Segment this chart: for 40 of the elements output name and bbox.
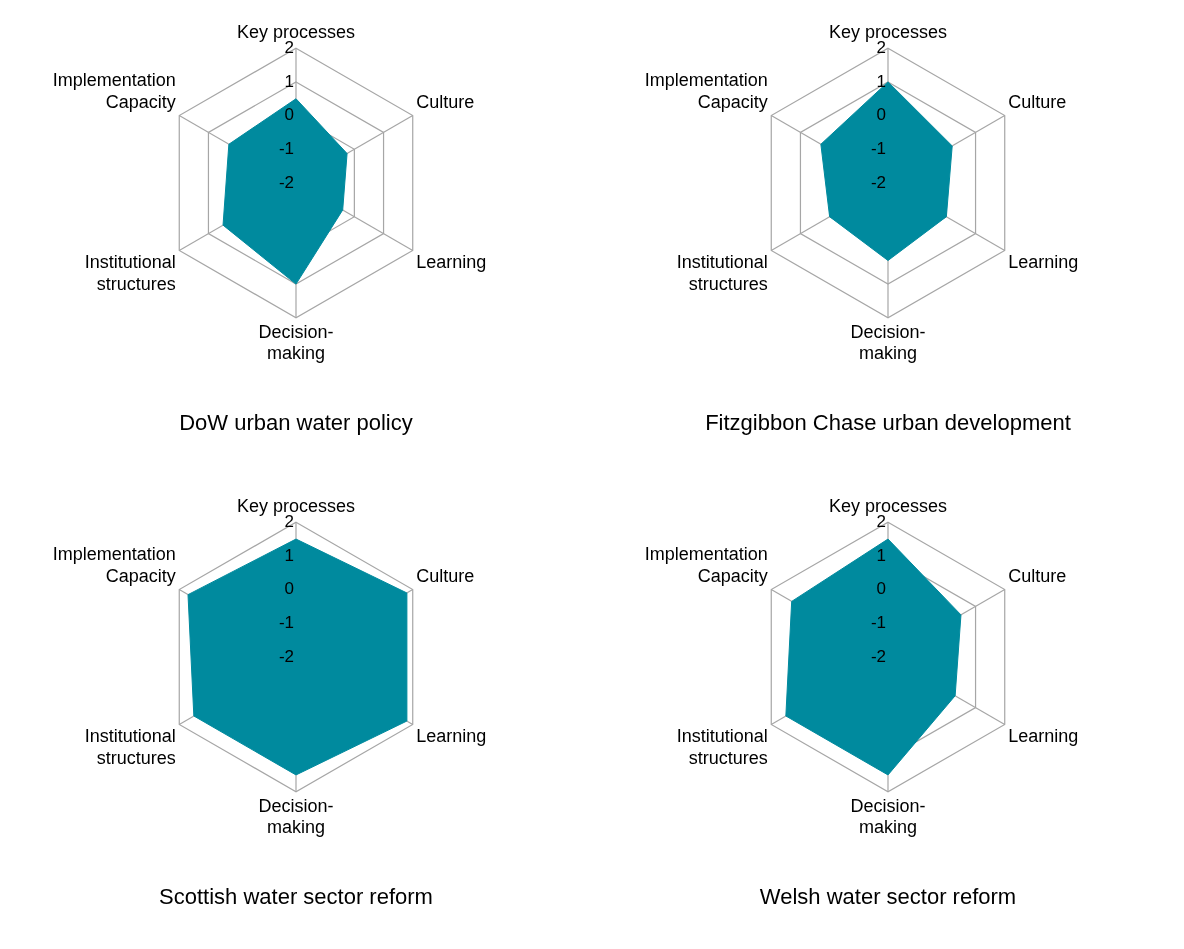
- spoke-label: Institutional structures: [84, 726, 176, 768]
- spoke-label: Culture: [416, 91, 475, 112]
- y-tick-label: -1: [870, 612, 886, 632]
- spoke-label: Culture: [1008, 565, 1067, 586]
- spoke-label: Decision-making: [258, 795, 334, 838]
- spoke-label: Institutional structures: [676, 726, 768, 768]
- y-tick-label: -1: [870, 138, 886, 158]
- y-tick-label: -2: [870, 646, 886, 666]
- y-tick-label: 1: [284, 71, 294, 91]
- spoke-label: Institutional structures: [676, 252, 768, 294]
- text: Fitzgibbon Chase urban development: [704, 410, 1072, 436]
- y-tick-label: 1: [284, 545, 294, 565]
- y-tick-label: 1: [876, 71, 886, 91]
- y-tick-label: 0: [876, 579, 886, 599]
- y-tick-label: -2: [278, 646, 294, 666]
- text: DoW urban water policy: [178, 410, 414, 436]
- spoke-label: Culture: [416, 565, 475, 586]
- y-tick-label: -1: [278, 612, 294, 632]
- spoke-label: Implementation Capacity: [52, 70, 176, 112]
- spoke-label: Learning: [416, 252, 487, 273]
- spoke-label: Learning: [1008, 726, 1079, 747]
- text: Welsh water sector reform: [758, 884, 1018, 910]
- spoke-label: Implementation Capacity: [52, 544, 176, 586]
- spoke-label: Decision-making: [258, 321, 334, 364]
- y-tick-label: -2: [870, 172, 886, 192]
- spoke-label: Decision-making: [850, 321, 926, 364]
- y-tick-label: 0: [876, 105, 886, 125]
- spoke-label: Decision-making: [850, 795, 926, 838]
- spoke-label: Institutional structures: [84, 252, 176, 294]
- y-tick-label: 1: [876, 545, 886, 565]
- spoke-label: Learning: [416, 726, 487, 747]
- text: Scottish water sector reform: [158, 884, 434, 910]
- spoke-label: Learning: [1008, 252, 1079, 273]
- spoke-label: Culture: [1008, 91, 1067, 112]
- spoke-label: Implementation Capacity: [644, 544, 768, 586]
- y-tick-label: 0: [284, 105, 294, 125]
- spoke-label: Implementation Capacity: [644, 70, 768, 112]
- y-tick-label: -1: [278, 138, 294, 158]
- y-tick-label: -2: [278, 172, 294, 192]
- y-tick-label: 0: [284, 579, 294, 599]
